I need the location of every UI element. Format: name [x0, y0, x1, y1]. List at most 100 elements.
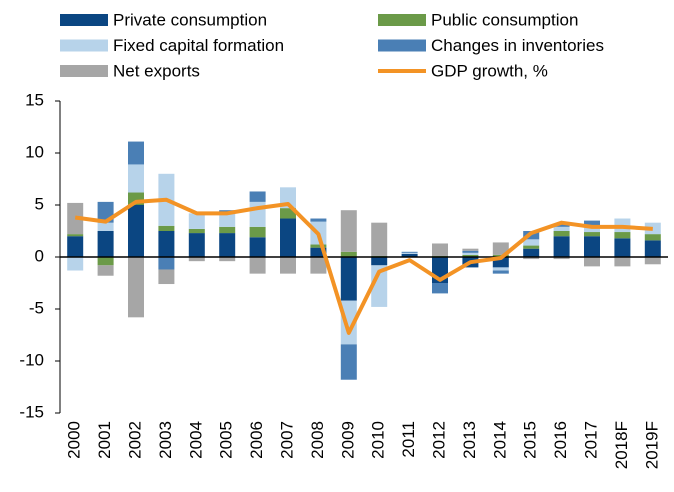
legend-swatch [378, 39, 426, 52]
bar [492, 267, 509, 271]
y-tick-label: -10 [19, 350, 44, 369]
bar [67, 234, 84, 237]
legend-label: Net exports [113, 61, 200, 80]
x-tick-label: 2010 [369, 421, 388, 459]
bar [371, 222, 388, 256]
x-tick-label: 2004 [186, 421, 205, 459]
x-tick-label: 2016 [551, 421, 570, 459]
legend-label: GDP growth, % [431, 61, 548, 80]
bar [280, 218, 296, 257]
bar [97, 231, 114, 257]
x-tick-label: 2011 [399, 421, 418, 458]
legend-swatch [60, 39, 108, 52]
x-tick-label: 2017 [581, 421, 600, 459]
bar [462, 248, 479, 251]
bar [310, 257, 327, 274]
bar [67, 257, 84, 271]
bar [97, 222, 114, 231]
y-tick-label: 15 [25, 90, 44, 109]
bar [644, 257, 661, 265]
bar [340, 251, 357, 257]
bar [492, 257, 509, 268]
bar [432, 283, 448, 294]
x-tick-label: 2008 [308, 421, 327, 459]
bar [584, 225, 600, 233]
legend-swatch [378, 14, 426, 26]
x-tick-label: 2012 [429, 421, 448, 459]
bar [340, 344, 357, 380]
x-tick-label: 2013 [460, 421, 479, 459]
bar [371, 257, 388, 266]
bar [188, 233, 205, 257]
y-tick-label: -15 [19, 402, 44, 421]
bar [614, 232, 631, 239]
bar [158, 225, 175, 231]
bar [432, 243, 448, 256]
x-tick-label: 2007 [277, 421, 296, 459]
bar [97, 257, 114, 266]
bar [249, 257, 266, 274]
bar [310, 244, 327, 248]
x-tick-label: 2019F [642, 421, 661, 469]
bar [401, 253, 418, 257]
bar [462, 250, 479, 253]
bar [128, 257, 144, 318]
x-tick-label: 2014 [490, 421, 509, 459]
x-tick-label: 2005 [217, 421, 236, 459]
bar [280, 208, 296, 219]
bar [158, 269, 175, 285]
bar [310, 247, 327, 257]
bar [644, 234, 661, 241]
bar [584, 220, 600, 226]
line [74, 197, 653, 335]
bar [584, 232, 600, 237]
bar [97, 265, 114, 276]
y-tick-label: 5 [35, 194, 44, 213]
legend-swatch [60, 14, 108, 26]
bar [401, 251, 418, 253]
bar [219, 213, 236, 227]
x-tick-label: 2003 [156, 421, 175, 459]
bar [188, 228, 205, 234]
bar [249, 237, 266, 257]
bar [219, 233, 236, 257]
x-tick-label: 2001 [95, 421, 114, 459]
bar [523, 257, 540, 260]
legend-label: Private consumption [113, 10, 267, 29]
bar [401, 252, 418, 254]
bar [67, 236, 84, 257]
y-tick-label: 0 [35, 246, 44, 265]
bar [340, 210, 357, 252]
x-tick-label: 2000 [65, 421, 84, 459]
bar [523, 239, 540, 246]
bar [128, 141, 144, 165]
bar [492, 242, 509, 255]
bar [249, 226, 266, 238]
bar [280, 257, 296, 274]
x-tick-label: 2002 [125, 421, 144, 459]
legend-label: Changes in inventories [431, 36, 604, 55]
x-tick-label: 2015 [521, 421, 540, 459]
bar [523, 245, 540, 249]
bar [553, 226, 570, 231]
bar [584, 236, 600, 257]
bar [553, 236, 570, 257]
bar [188, 213, 205, 229]
bar [462, 254, 479, 257]
bar [219, 226, 236, 234]
bar [340, 300, 357, 345]
y-tick-label: -5 [29, 298, 44, 317]
bar [644, 240, 661, 257]
legend-label: Public consumption [431, 10, 578, 29]
bar [158, 257, 175, 270]
bar [128, 205, 144, 257]
y-tick-label: 10 [25, 142, 44, 161]
bar [553, 231, 570, 237]
bar [219, 257, 236, 262]
bar [249, 191, 266, 202]
bar [188, 257, 205, 262]
bar [553, 223, 570, 227]
bar [340, 257, 357, 301]
bar [553, 257, 570, 260]
